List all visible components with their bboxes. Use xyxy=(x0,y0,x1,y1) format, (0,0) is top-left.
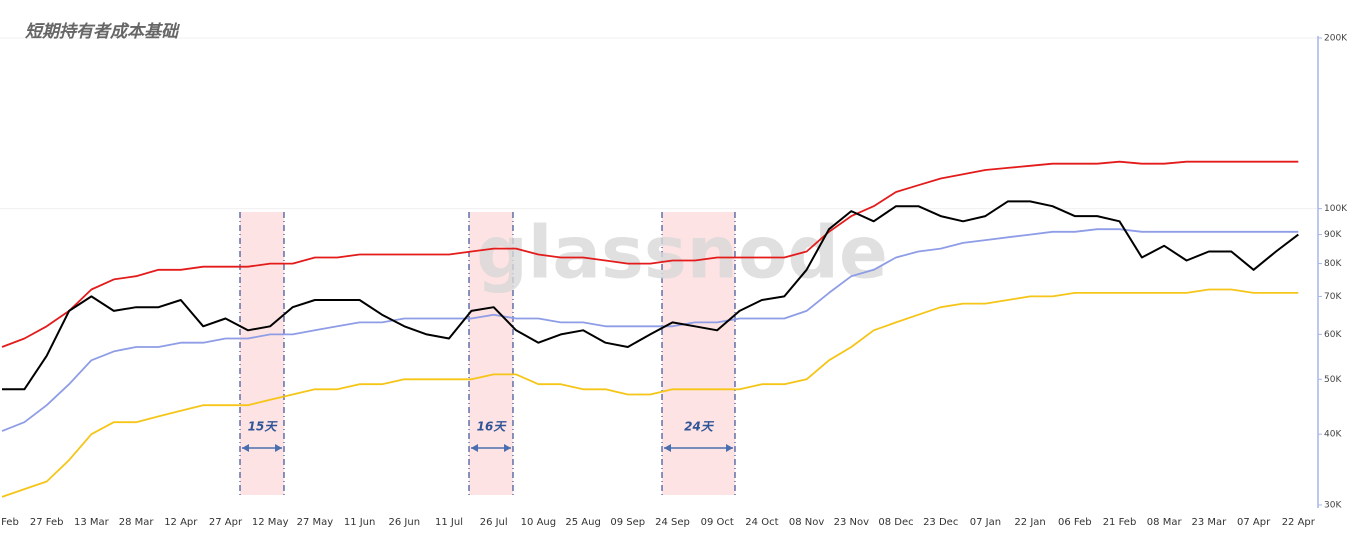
x-tick-label: 26 Jun xyxy=(389,517,421,528)
highlight-band xyxy=(240,212,284,495)
x-tick-label: 06 Feb xyxy=(1058,517,1092,528)
x-tick-label: 22 Apr xyxy=(1282,517,1316,528)
x-tick-label: 23 Nov xyxy=(834,517,870,528)
x-tick-label: 12 Apr xyxy=(164,517,198,528)
x-tick-label: 11 Jul xyxy=(435,517,463,528)
watermark: glassnode xyxy=(476,211,888,295)
x-tick-label: 07 Apr xyxy=(1237,517,1271,528)
y-tick-label: 70K xyxy=(1324,292,1342,302)
x-tick-label: 12 Feb xyxy=(0,517,19,528)
x-tick-label: 08 Mar xyxy=(1147,517,1183,528)
x-tick-label: 23 Dec xyxy=(923,517,958,528)
x-tick-label: 07 Jan xyxy=(970,517,1001,528)
series-line xyxy=(1,228,1299,432)
x-tick-label: 24 Oct xyxy=(745,517,778,528)
x-tick-label: 11 Jun xyxy=(344,517,376,528)
annotation: 16天 xyxy=(477,420,508,434)
y-tick-label: 100K xyxy=(1324,204,1348,214)
y-tick-label: 90K xyxy=(1324,230,1342,240)
x-tick-label: 27 May xyxy=(297,517,334,528)
x-tick-label: 22 Jan xyxy=(1014,517,1045,528)
y-tick-label: 80K xyxy=(1324,259,1342,269)
y-tick-label: 60K xyxy=(1324,330,1342,340)
annotation: 15天 xyxy=(248,420,279,434)
y-tick-label: 200K xyxy=(1324,34,1348,44)
arrow-head xyxy=(664,444,733,452)
x-tick-label: 12 May xyxy=(252,517,289,528)
series-line xyxy=(1,288,1299,498)
y-tick-label: 40K xyxy=(1324,430,1342,440)
series-line xyxy=(2,200,1299,391)
x-tick-label: 09 Oct xyxy=(701,517,734,528)
x-tick-label: 27 Feb xyxy=(30,517,64,528)
x-tick-label: 08 Dec xyxy=(878,517,913,528)
series-line xyxy=(1,160,1299,348)
chart-title: 短期持有者成本基础 xyxy=(25,22,180,42)
x-tick-label: 25 Aug xyxy=(565,517,600,528)
x-tick-label: 13 Mar xyxy=(74,517,110,528)
annotation: 24天 xyxy=(684,420,715,434)
x-tick-label: 10 Aug xyxy=(521,517,556,528)
x-tick-label: 21 Feb xyxy=(1103,517,1137,528)
x-tick-label: 27 Apr xyxy=(209,517,243,528)
x-tick-label: 09 Sep xyxy=(610,517,645,528)
x-tick-label: 26 Jul xyxy=(480,517,508,528)
x-tick-label: 28 Mar xyxy=(119,517,155,528)
x-tick-label: 24 Sep xyxy=(655,517,690,528)
x-tick-label: 08 Nov xyxy=(789,517,825,528)
y-tick-label: 30K xyxy=(1324,501,1342,511)
x-tick-label: 23 Mar xyxy=(1192,517,1228,528)
y-tick-label: 50K xyxy=(1324,375,1342,385)
